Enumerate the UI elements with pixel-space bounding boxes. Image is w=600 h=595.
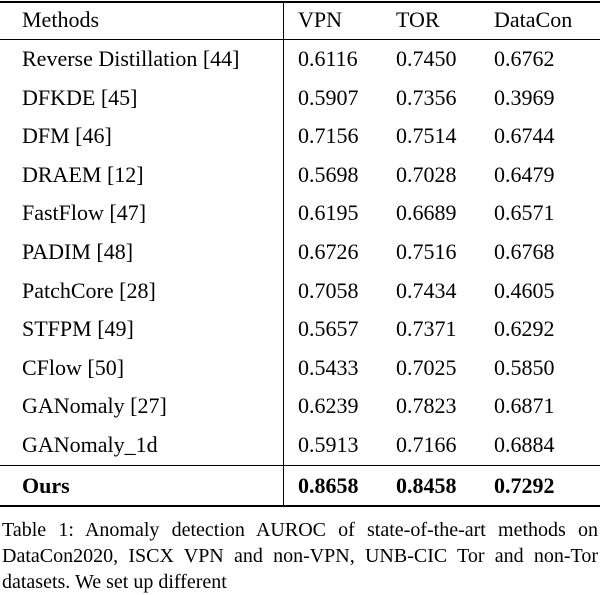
header-cell: Methods (22, 7, 99, 32)
method-cell: GANomaly_1d (22, 432, 158, 457)
value-cell: 0.7514 (396, 123, 457, 149)
top-rule (0, 1, 600, 3)
method-cell: DFM [46] (22, 123, 112, 149)
value-cell: 0.4605 (494, 277, 555, 303)
value-cell: 0.6479 (494, 161, 555, 187)
value-cell: 0.6689 (396, 200, 457, 226)
method-cell: PatchCore [28] (22, 277, 156, 303)
header-cell: TOR (396, 7, 440, 32)
value-cell: 0.7450 (396, 46, 457, 71)
value-cell: 0.7025 (396, 354, 457, 380)
method-cell: DFKDE [45] (22, 84, 138, 110)
value-cell: 0.7292 (494, 473, 555, 498)
header-cell: VPN (298, 7, 343, 32)
value-cell: 0.5698 (298, 161, 359, 187)
value-cell: 0.8658 (298, 473, 359, 498)
value-cell: 0.5907 (298, 84, 359, 110)
value-cell: 0.7028 (396, 161, 457, 187)
method-cell: FastFlow [47] (22, 200, 147, 226)
value-cell: 0.7371 (396, 316, 457, 342)
value-cell: 0.7166 (396, 432, 457, 457)
value-cell: 0.6768 (494, 239, 555, 264)
value-cell: 0.6744 (494, 123, 555, 149)
value-cell: 0.3969 (494, 84, 555, 110)
method-cell: PADIM [48] (22, 239, 134, 264)
value-cell: 0.6884 (494, 432, 555, 457)
value-cell: 0.6195 (298, 200, 359, 226)
value-cell: 0.6762 (494, 46, 555, 71)
method-cell: Reverse Distillation [44] (22, 46, 240, 71)
value-cell: 0.6116 (298, 46, 358, 71)
value-cell: 0.5850 (494, 354, 555, 380)
method-cell: GANomaly [27] (22, 393, 167, 419)
value-cell: 0.7823 (396, 393, 457, 419)
value-cell: 0.5913 (298, 432, 359, 457)
value-cell: 0.7058 (298, 277, 359, 303)
method-cell: Ours (22, 473, 70, 498)
mid-rule (0, 465, 600, 466)
method-cell: STFPM [49] (22, 316, 134, 342)
value-cell: 0.7356 (396, 84, 457, 110)
value-cell: 0.6239 (298, 393, 359, 419)
header-cell: DataCon (494, 7, 573, 32)
bottom-rule (0, 505, 600, 507)
method-cell: CFlow [50] (22, 354, 125, 380)
value-cell: 0.7156 (298, 123, 359, 149)
value-cell: 0.6726 (298, 239, 359, 264)
value-cell: 0.5433 (298, 354, 359, 380)
caption: Table 1: Anomaly detection AUROC of stat… (2, 519, 598, 593)
column-rule (283, 2, 284, 506)
header-rule (0, 39, 600, 40)
value-cell: 0.6571 (494, 200, 555, 226)
value-cell: 0.7516 (396, 239, 457, 264)
value-cell: 0.7434 (396, 277, 457, 303)
value-cell: 0.6292 (494, 316, 555, 342)
value-cell: 0.5657 (298, 316, 359, 342)
value-cell: 0.6871 (494, 393, 555, 419)
value-cell: 0.8458 (396, 473, 457, 498)
method-cell: DRAEM [12] (22, 161, 144, 187)
